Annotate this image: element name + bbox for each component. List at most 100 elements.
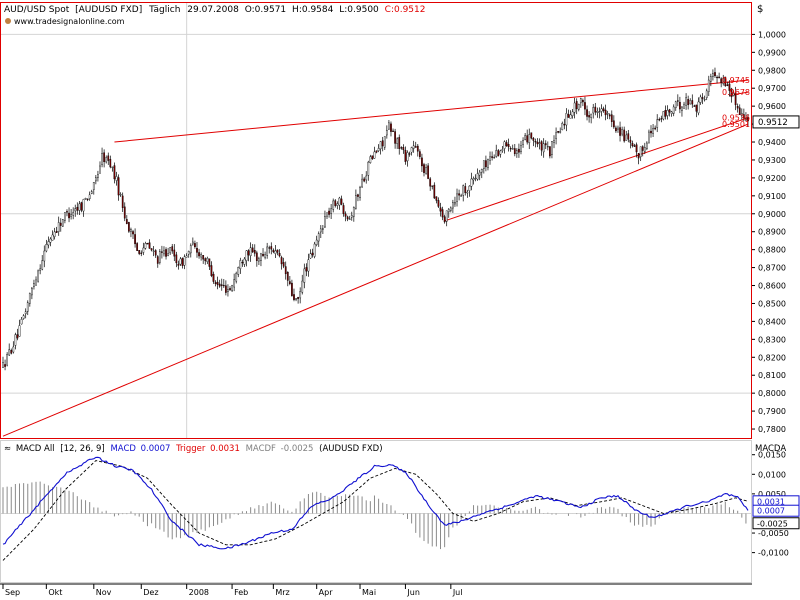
candle-body [474, 177, 477, 180]
candle-body [344, 213, 347, 217]
candle-body [534, 141, 537, 143]
x-tick-label: Dez [143, 588, 158, 597]
candle-body [229, 288, 231, 290]
candle-body [268, 247, 271, 249]
candle-body [373, 151, 376, 159]
candle-body [88, 194, 91, 199]
candle-body [94, 177, 97, 182]
candle-body [101, 152, 103, 165]
candle-body [705, 90, 708, 98]
macd-value-box [752, 517, 800, 530]
y-tick-label: 0,9300 [758, 156, 786, 165]
candle-body [359, 187, 361, 199]
candle-body [6, 354, 8, 366]
candle-body [225, 285, 227, 293]
candle-body [565, 113, 568, 126]
candle-body [664, 110, 667, 117]
candle-body [26, 302, 29, 312]
candle-body [47, 241, 50, 246]
candle-body [732, 92, 735, 96]
candle-body [123, 206, 126, 219]
candle-body [621, 128, 623, 135]
candle-body [563, 124, 566, 126]
low-label: L: [339, 5, 347, 15]
candle-body [396, 138, 399, 144]
candle-body [536, 141, 539, 145]
candle-body [433, 184, 436, 199]
candle-body [272, 249, 275, 253]
site-url[interactable]: www.tradesignalonline.com [14, 17, 125, 26]
candle-body [111, 166, 114, 168]
candle-body [398, 137, 401, 149]
candle-body [293, 294, 295, 300]
price-panel-frame [0, 2, 752, 439]
candle-body [247, 250, 250, 256]
candle-body [501, 149, 504, 151]
candle-body [64, 212, 66, 221]
candle-body [414, 146, 417, 148]
candle-body [309, 253, 312, 259]
candle-body [685, 97, 687, 106]
y-tick-label: 0,8000 [758, 389, 786, 398]
candle-body [672, 106, 675, 114]
time-axis: Sep Okt Nov Dez 2008 Feb Mrz Apr Mai Jun Jul [2, 584, 462, 597]
y-tick-label: 0,9200 [758, 174, 786, 183]
candle-body [276, 249, 279, 253]
candle-body [125, 219, 128, 224]
candle-body [163, 250, 165, 255]
candle-body [37, 270, 39, 282]
candle-body [194, 243, 196, 248]
candle-body [315, 239, 318, 245]
candle-body [439, 207, 442, 212]
candle-body [313, 243, 316, 257]
price-axis: 1,00000,99000,98000,97000,96000,95000,94… [751, 30, 786, 434]
candle-body [629, 139, 632, 143]
candle-body [86, 198, 89, 201]
macd-y-tick-label: -0,0100 [758, 549, 789, 558]
candle-body [175, 254, 178, 264]
candle-body [43, 250, 46, 262]
candle-body [152, 250, 155, 252]
candle-body [602, 108, 605, 111]
candle-body [590, 113, 593, 118]
candle-body [322, 228, 324, 230]
candle-body [598, 111, 601, 113]
candle-body [652, 127, 654, 134]
y-tick-label: 0,8300 [758, 335, 786, 344]
x-tick-label: Jun [406, 588, 420, 597]
candle-body [458, 193, 460, 196]
candle-body [425, 166, 427, 174]
candle-body [57, 222, 60, 232]
candle-body [699, 96, 702, 103]
candle-body [625, 134, 628, 141]
candle-body [352, 206, 355, 217]
candle-body [109, 158, 112, 168]
candle-body [146, 243, 149, 245]
candle-body [542, 143, 545, 153]
macd-lines [2, 456, 749, 561]
candle-body [586, 109, 588, 117]
candle-body [431, 185, 434, 187]
x-tick-label: 2008 [189, 588, 209, 597]
candle-body [20, 319, 23, 325]
candlesticks [2, 67, 749, 371]
candle-body [297, 296, 299, 300]
candle-body [377, 148, 380, 151]
candle-body [648, 131, 650, 144]
y-tick-label: 0,9100 [758, 192, 786, 201]
candle-body [340, 198, 343, 205]
candle-body [191, 241, 194, 245]
candle-body [138, 250, 141, 254]
candle-body [375, 150, 378, 153]
macd-icon: ≈ [4, 444, 11, 454]
candle-body [210, 265, 213, 276]
candle-body [311, 252, 314, 256]
x-tick-label: Okt [48, 588, 62, 597]
candle-body [22, 315, 25, 319]
candle-body [97, 174, 99, 178]
macd-y-tick-label: 0,0150 [758, 451, 786, 460]
candle-body [747, 117, 749, 122]
candle-body [507, 144, 510, 148]
candle-body [105, 157, 108, 163]
candle-body [676, 100, 679, 102]
